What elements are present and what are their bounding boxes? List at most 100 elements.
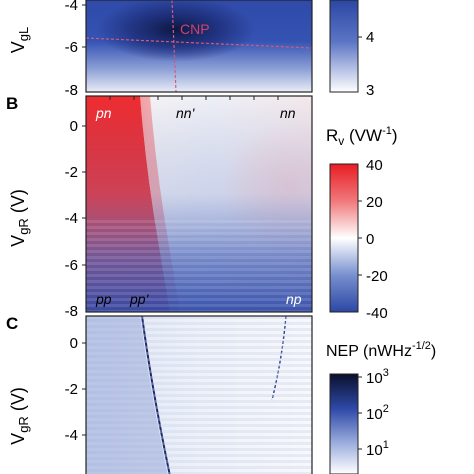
oscillation-stripe xyxy=(86,460,312,463)
oscillation-stripe xyxy=(86,304,312,307)
oscillation-stripe xyxy=(86,232,312,235)
oscillation-stripe xyxy=(86,412,312,415)
panel-c-oscillation-stripes xyxy=(86,316,312,474)
panel-b-region-label: np xyxy=(286,291,302,307)
oscillation-stripe xyxy=(86,322,312,325)
panel-c-np-line xyxy=(271,316,287,401)
panel-a-y-ticks: -4 -6 -8 xyxy=(65,0,86,99)
panel-c-heatmap xyxy=(86,316,312,474)
panel-b-y-tick: 0 xyxy=(70,118,78,135)
oscillation-stripe xyxy=(86,274,312,277)
panel-a-y-tick: -8 xyxy=(65,82,78,99)
panel-b-region-label: nn xyxy=(280,105,296,121)
panel-c-field xyxy=(86,316,312,474)
oscillation-stripe xyxy=(86,244,312,247)
panel-a-cnp-dark-region xyxy=(86,0,312,92)
panel-c-letter: C xyxy=(6,314,18,333)
panel-a-cnp-vertical-line xyxy=(171,0,177,92)
oscillation-stripe xyxy=(86,286,312,289)
oscillation-stripe xyxy=(86,328,312,331)
oscillation-stripe xyxy=(86,340,312,343)
oscillation-stripe xyxy=(86,226,312,229)
panel-b-ylabel: VgR (V) xyxy=(8,189,31,247)
panel-b-y-tick: -6 xyxy=(65,257,78,274)
panel-b-region-label: pn xyxy=(95,105,112,121)
panel-b-region-label: nn' xyxy=(176,105,196,121)
panel-b-region-label: pp' xyxy=(129,291,150,307)
panel-b-colorbar-ticks: 40 20 0 -20 -40 xyxy=(358,157,388,322)
panel-c-ylabel: VgR (V) xyxy=(8,387,31,445)
oscillation-stripe xyxy=(86,418,312,421)
panel-b-colorbar-tick: 40 xyxy=(366,157,383,174)
oscillation-stripe xyxy=(86,466,312,469)
panel-b-colorbar-tick: 20 xyxy=(366,194,383,211)
panel-a-y-tick: -4 xyxy=(65,0,78,14)
panel-c-colorbar-tick: 101 xyxy=(366,439,389,459)
panel-a-frame xyxy=(85,0,313,93)
oscillation-stripe xyxy=(86,256,312,259)
panel-c-colorbar xyxy=(329,373,359,474)
oscillation-stripe xyxy=(86,346,312,349)
panel-b-x-ticks xyxy=(109,96,279,100)
panel-b-colorbar xyxy=(329,163,359,313)
oscillation-stripe xyxy=(86,370,312,373)
panel-a-cnp-horizontal-line xyxy=(86,37,312,49)
oscillation-stripe xyxy=(86,376,312,379)
oscillation-stripe xyxy=(86,316,312,319)
panel-a-colorbar-tick: 3 xyxy=(366,82,374,99)
panel-b-colorbar-tick: 0 xyxy=(366,231,374,248)
panel-c-y-tick: -4 xyxy=(65,427,78,444)
panel-b-region-label: pp xyxy=(95,291,112,307)
panel-c-frame xyxy=(85,315,313,474)
oscillation-stripe xyxy=(86,262,312,265)
oscillation-stripe xyxy=(86,472,312,474)
oscillation-stripe xyxy=(86,448,312,451)
oscillation-stripe xyxy=(86,292,312,295)
panel-c-y-tick: -2 xyxy=(65,381,78,398)
oscillation-stripe xyxy=(86,358,312,361)
oscillation-stripe xyxy=(86,352,312,355)
oscillation-stripe xyxy=(86,220,312,223)
panel-c: C 0 -2 -4 VgR (V) NEP (nWHz-1/2) 103 102… xyxy=(6,314,436,474)
panel-b-colorbar-title: Rv (VW-1) xyxy=(326,125,398,148)
oscillation-stripe xyxy=(86,436,312,439)
panel-c-y-tick: 0 xyxy=(70,335,78,352)
panel-b-y-tick: -8 xyxy=(65,303,78,320)
oscillation-stripe xyxy=(86,250,312,253)
oscillation-stripe xyxy=(86,238,312,241)
panel-a-y-tick: -6 xyxy=(65,39,78,56)
panel-c-colorbar-ticks: 103 102 101 xyxy=(358,367,389,459)
oscillation-stripe xyxy=(86,298,312,301)
oscillation-stripe xyxy=(86,400,312,403)
panel-b-y-ticks: 0 -2 -4 -6 -8 xyxy=(65,118,86,320)
panel-b-colorbar-tick: -40 xyxy=(366,305,388,322)
panel-a-colorbar xyxy=(329,0,359,93)
panel-c-colorbar-title: NEP (nWHz-1/2) xyxy=(326,340,436,360)
panel-c-colorbar-tick: 103 xyxy=(366,367,389,387)
oscillation-stripe xyxy=(86,454,312,457)
oscillation-stripe xyxy=(86,334,312,337)
panel-c-colorbar-tick: 102 xyxy=(366,403,389,423)
oscillation-stripe xyxy=(86,406,312,409)
oscillation-stripe xyxy=(86,430,312,433)
panel-b-y-tick: -2 xyxy=(65,164,78,181)
oscillation-stripe xyxy=(86,280,312,283)
panel-a-ylabel: VgL xyxy=(8,27,31,53)
panel-b-heatmap xyxy=(86,96,312,312)
panel-b-np-region xyxy=(86,96,312,312)
panel-c-boundary-line xyxy=(141,316,171,474)
panel-c-y-ticks: 0 -2 -4 xyxy=(65,335,86,444)
oscillation-stripe xyxy=(86,388,312,391)
oscillation-stripe xyxy=(86,442,312,445)
panel-b-colorbar-tick: -20 xyxy=(366,268,388,285)
oscillation-stripe xyxy=(86,364,312,367)
oscillation-stripe xyxy=(86,424,312,427)
oscillation-stripe xyxy=(86,268,312,271)
panel-b-oscillation-stripes xyxy=(86,220,312,312)
panel-c-high-nep-band xyxy=(86,316,168,474)
oscillation-stripe xyxy=(86,394,312,397)
panel-a-cnp-label: CNP xyxy=(180,21,210,37)
panel-a-heatmap xyxy=(86,0,312,92)
panel-b-y-tick: -4 xyxy=(65,210,78,227)
